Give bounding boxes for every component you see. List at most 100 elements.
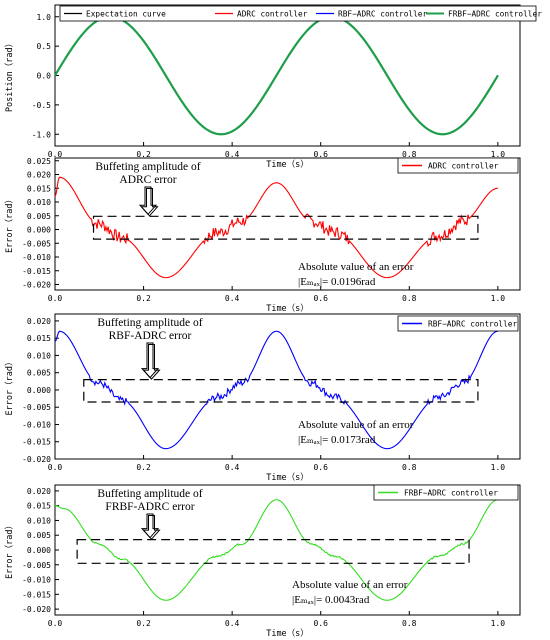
- y-tick-label: -0.015: [22, 590, 51, 599]
- chart-panel-3: 0.0 0.2 0.4 0.6 0.8 1.0 0.020 0.015 0.010 0.005 0.…: [4, 313, 521, 483]
- x-tick-label: 0.0: [48, 619, 63, 628]
- legend-label: ADRC controller: [428, 162, 499, 171]
- legend: RBF−ADRC controller: [397, 315, 519, 332]
- y-tick-label: 1.0: [37, 13, 52, 22]
- x-tick-label: 0.0: [48, 150, 63, 159]
- y-tick-label: 0.0: [37, 72, 52, 81]
- abs-error-text: Absolute value of an error: [298, 261, 414, 273]
- callout-text: RBF-ADRC error: [109, 330, 192, 342]
- series-line-1: [54, 330, 498, 450]
- abs-error-value: |Eₘₐₓ|= 0.0173rad: [298, 434, 376, 446]
- callout-text: Buffeting amplitude of: [95, 161, 200, 173]
- x-tick-label: 0.6: [313, 619, 328, 628]
- buffeting-dashed-box: [76, 539, 470, 564]
- buffeting-dashed-box: [92, 215, 479, 240]
- x-tick-label: 1.0: [491, 150, 506, 159]
- y-tick-label: -0.020: [22, 455, 51, 464]
- y-tick-label: -0.010: [22, 253, 51, 262]
- buffeting-dashed-box: [83, 378, 479, 403]
- chart-panel-4: 0.0 0.2 0.4 0.6 0.8 1.0 0.020 0.015 0.010 0.005 0.…: [4, 484, 521, 639]
- y-tick-label: 0.005: [27, 531, 51, 540]
- legend-label: RBF−ADRC controller: [428, 320, 517, 329]
- y-tick-label: 0.020: [27, 317, 51, 326]
- y-tick-label: 0.5: [37, 42, 52, 51]
- x-tick-label: 0.4: [225, 619, 240, 628]
- y-tick-label: 0.005: [27, 212, 51, 221]
- x-tick-label: 0.2: [136, 294, 151, 303]
- y-tick-label: 0.015: [27, 184, 51, 193]
- x-axis-label: Time（s）: [266, 159, 309, 170]
- y-tick-label: -0.020: [22, 605, 51, 614]
- series-line-1: [54, 176, 498, 279]
- x-tick-label: 0.8: [402, 150, 417, 159]
- y-tick-label: -0.005: [22, 561, 51, 570]
- y-tick-label: 0.015: [27, 334, 51, 343]
- chart-panel-2: 0.0 0.2 0.4 0.6 0.8 1.0 0.025 0.020 0.015 0.010 0.…: [4, 157, 521, 314]
- legend-label: RBF−ADRC controller: [338, 10, 427, 19]
- y-tick-label: 0.000: [27, 226, 51, 235]
- callout-arrow-icon: [140, 513, 160, 539]
- x-tick-label: 0.2: [136, 463, 151, 472]
- legend-box: [373, 484, 519, 501]
- abs-error-text: Absolute value of an error: [292, 579, 408, 591]
- y-tick-label: 0.020: [27, 487, 51, 496]
- x-tick-label: 0.6: [313, 463, 328, 472]
- callout-text: FRBF-ADRC error: [105, 501, 194, 513]
- y-axis-label: Error（rad）: [4, 195, 15, 253]
- legend-label: FRBF−ADRC controller: [404, 489, 498, 498]
- legend-label: Expectation curve: [86, 10, 166, 19]
- y-tick-label: -1.0: [32, 130, 51, 139]
- x-axis-label: Time（s）: [266, 628, 309, 639]
- x-tick-label: 0.6: [313, 294, 328, 303]
- chart-panel-1: 0.0 0.2 0.4 0.6 0.8 1.0 -1.0 -0.5 0.0 0.5 1.0 Time（…: [4, 4, 542, 170]
- x-tick-label: 0.8: [402, 463, 417, 472]
- x-tick-label: 0.2: [136, 150, 151, 159]
- y-tick-label: -0.005: [22, 403, 51, 412]
- y-axis-label: Error（rad）: [4, 521, 15, 579]
- y-tick-label: -0.015: [22, 438, 51, 447]
- series-line-4: [54, 15, 499, 136]
- x-tick-label: 0.8: [402, 619, 417, 628]
- y-tick-label: 0.020: [27, 171, 51, 180]
- legend: Expectation curve ADRC controller RBF−ADRC…: [59, 5, 542, 22]
- x-tick-label: 0.4: [225, 463, 240, 472]
- callout-text: ADRC error: [119, 174, 176, 186]
- callout-arrow-icon: [138, 186, 158, 216]
- x-tick-label: 0.4: [225, 294, 240, 303]
- callout-arrow-icon: [140, 342, 160, 379]
- y-tick-label: -0.015: [22, 267, 51, 276]
- y-tick-label: 0.010: [27, 198, 51, 207]
- x-tick-label: 0.4: [225, 150, 240, 159]
- callout-arrow-shadow: [142, 344, 161, 380]
- plot-frame: [54, 313, 521, 460]
- plot-frame: [54, 4, 521, 147]
- y-tick-label: 0.000: [27, 386, 51, 395]
- x-tick-label: 0.6: [313, 150, 328, 159]
- y-tick-label: 0.015: [27, 502, 51, 511]
- x-tick-label: 0.0: [48, 463, 63, 472]
- y-axis-label: Position（rad）: [4, 39, 15, 112]
- callout-text: Buffeting amplitude of: [97, 317, 202, 329]
- legend: FRBF−ADRC controller: [373, 484, 519, 501]
- abs-error-value: |Eₘₐₓ|= 0.0196rad: [298, 276, 376, 288]
- callout-arrow-shadow: [142, 515, 161, 540]
- y-tick-label: 0.025: [27, 157, 51, 166]
- y-tick-label: 0.000: [27, 546, 51, 555]
- y-tick-label: -0.010: [22, 420, 51, 429]
- x-axis-label: Time（s）: [266, 303, 309, 314]
- legend-label: ADRC controller: [237, 10, 308, 19]
- y-axis-label: Error（rad）: [4, 358, 15, 416]
- callout-text: Buffeting amplitude of: [97, 488, 202, 500]
- x-tick-label: 1.0: [491, 619, 506, 628]
- y-tick-label: 0.010: [27, 516, 51, 525]
- y-tick-label: 0.005: [27, 369, 51, 378]
- abs-error-text: Absolute value of an error: [298, 419, 414, 431]
- x-tick-label: 1.0: [491, 463, 506, 472]
- legend-box: [397, 157, 519, 174]
- legend: ADRC controller: [397, 157, 519, 174]
- x-tick-label: 1.0: [491, 294, 506, 303]
- y-tick-label: -0.010: [22, 576, 51, 585]
- series-line-1: [54, 499, 498, 601]
- x-tick-label: 0.2: [136, 619, 151, 628]
